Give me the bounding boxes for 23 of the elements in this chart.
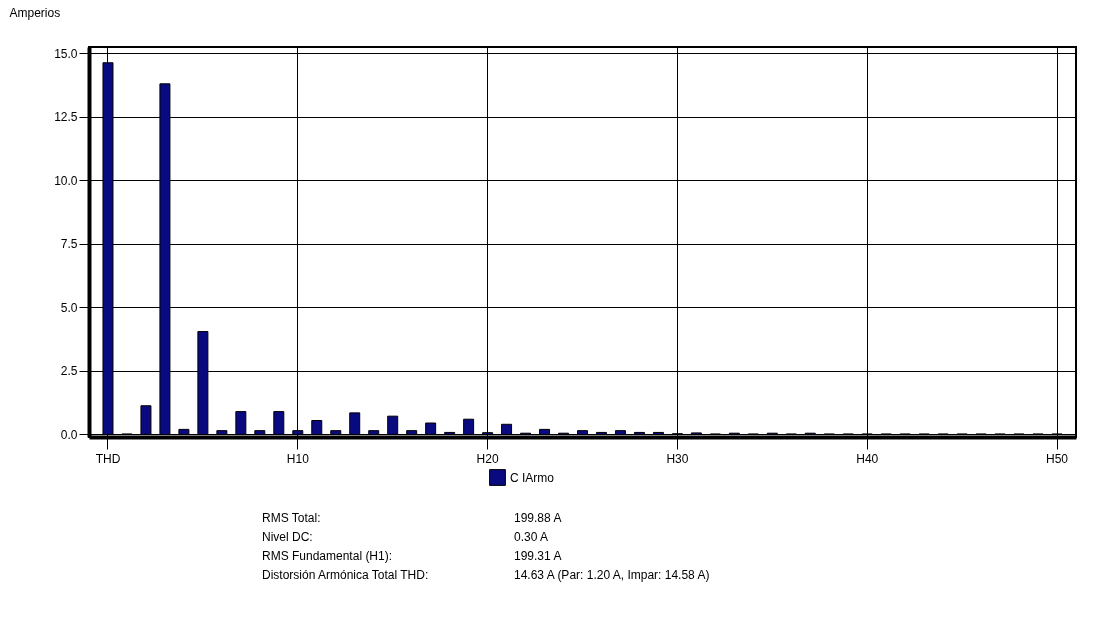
text: RMS Fundamental (H1):: [262, 549, 393, 563]
text: 14.63 A (Par: 1.20 A, Impar: 14.58 A): [514, 568, 710, 582]
text: 0.30 A: [514, 530, 549, 544]
text: 199.31 A: [514, 549, 562, 563]
text: RMS Total:: [262, 511, 321, 525]
y-axis-title: Amperios: [9, 5, 61, 20]
x-tick-label: H20: [476, 451, 499, 466]
y-tick-label: 15.0: [54, 46, 78, 61]
y-tick-label: 2.5: [60, 364, 78, 379]
x-tick-label: H10: [286, 451, 310, 466]
y-tick-label: 7.5: [60, 237, 78, 252]
y-tick-label: 0.0: [60, 427, 78, 442]
y-tick-label: 12.5: [54, 110, 78, 125]
x-tick-label: H40: [856, 451, 879, 466]
legend-label: C IArmo: [510, 470, 555, 485]
text: Distorsión Armónica Total THD:: [262, 568, 429, 582]
text: Nivel DC:: [262, 530, 313, 544]
y-tick-label: 5.0: [60, 300, 78, 315]
y-tick-label: 10.0: [54, 173, 78, 188]
x-tick-label: H30: [666, 451, 689, 466]
x-tick-label: H50: [1046, 451, 1069, 466]
x-tick-label: THD: [95, 451, 121, 466]
text: 199.88 A: [514, 511, 562, 525]
